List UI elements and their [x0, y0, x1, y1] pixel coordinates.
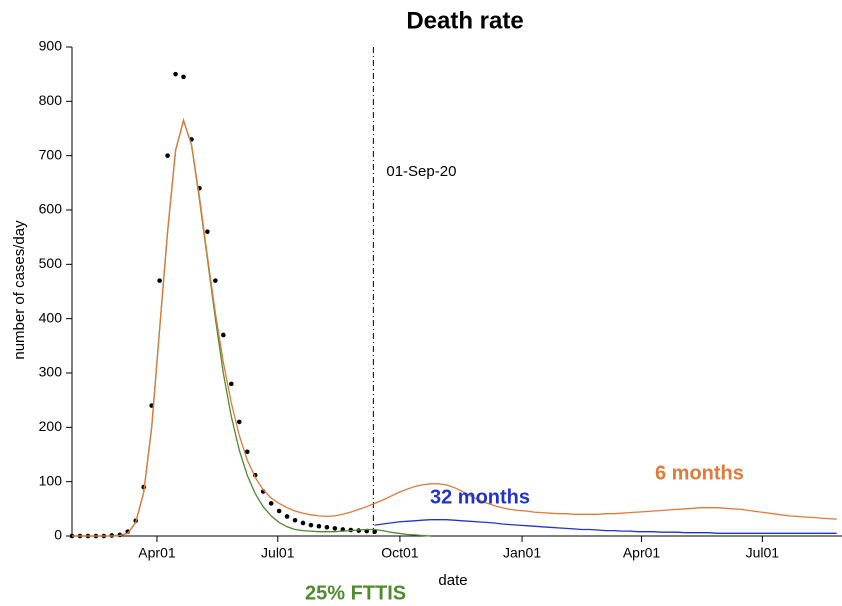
- data-point: [292, 517, 298, 523]
- x-axis-label: date: [438, 572, 467, 589]
- y-tick-label: 600: [39, 201, 63, 217]
- x-tick-label: Jan01: [503, 545, 541, 561]
- data-point: [276, 508, 282, 514]
- data-point: [284, 514, 290, 519]
- data-point: [308, 522, 314, 528]
- reference-label: 01-Sep-20: [386, 163, 456, 180]
- y-axis-label: number of cases/day: [11, 220, 28, 360]
- series-line: [72, 118, 431, 537]
- x-tick-label: Jul01: [261, 545, 295, 561]
- series-label: 25% FTTIS: [305, 582, 406, 604]
- y-tick-label: 900: [39, 38, 63, 54]
- x-tick-label: Apr01: [623, 545, 661, 561]
- data-point: [332, 526, 338, 531]
- data-point: [165, 153, 170, 158]
- x-tick-label: Jul01: [746, 545, 780, 561]
- data-point: [229, 381, 234, 387]
- y-tick-label: 200: [39, 418, 63, 434]
- data-point: [244, 449, 250, 455]
- data-point: [213, 278, 218, 283]
- data-point: [316, 523, 322, 529]
- y-tick-label: 0: [54, 527, 62, 543]
- y-tick-label: 500: [39, 255, 63, 271]
- data-point: [300, 520, 306, 526]
- data-point: [181, 74, 186, 80]
- y-tick-label: 700: [39, 146, 63, 162]
- x-tick-label: Apr01: [138, 545, 176, 561]
- series-line: [374, 519, 837, 534]
- data-point: [268, 501, 274, 506]
- data-point: [173, 71, 178, 77]
- series-line: [72, 118, 837, 537]
- data-point: [205, 229, 210, 235]
- data-point: [372, 529, 377, 534]
- x-tick-label: Oct01: [381, 545, 419, 561]
- data-point: [157, 278, 162, 283]
- y-tick-label: 300: [39, 364, 63, 380]
- series-label: 6 months: [655, 462, 744, 484]
- data-point: [324, 525, 330, 530]
- series-label: 32 months: [430, 486, 530, 508]
- chart-title: Death rate: [406, 7, 523, 34]
- y-tick-label: 100: [39, 472, 63, 488]
- data-point: [236, 419, 242, 425]
- y-tick-label: 400: [39, 309, 63, 325]
- data-point: [221, 332, 226, 338]
- y-tick-label: 800: [39, 92, 63, 108]
